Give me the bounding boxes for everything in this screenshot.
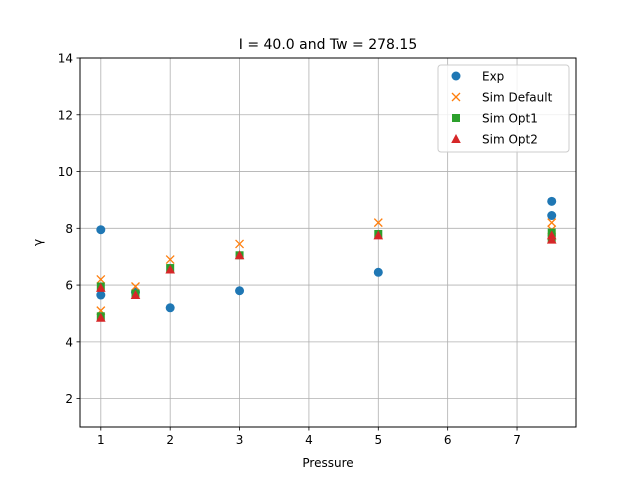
legend-marker [451, 134, 461, 143]
data-point-stroke [96, 274, 106, 284]
data-point [131, 282, 140, 291]
y-tick-label: 10 [58, 165, 73, 179]
x-tick-label: 4 [305, 433, 313, 447]
chart-title: I = 40.0 and Tw = 278.15 [239, 37, 417, 53]
data-point [235, 286, 245, 296]
x-tick-label: 5 [374, 433, 382, 447]
data-point [96, 312, 106, 322]
x-tick-label: 3 [236, 433, 244, 447]
data-point [234, 250, 245, 260]
y-tick-label: 6 [65, 279, 73, 293]
y-tick-label: 2 [65, 392, 73, 406]
data-point-stroke [131, 282, 140, 291]
plot-frame [79, 57, 577, 428]
legend-label: Sim Opt2 [482, 133, 538, 147]
data-point [547, 196, 557, 206]
x-tick-label: 2 [166, 433, 174, 447]
y-tick-label: 12 [58, 108, 73, 122]
data-point [373, 267, 383, 277]
data-point [96, 274, 106, 284]
data-point [373, 230, 384, 240]
data-point-stroke [165, 255, 175, 264]
legend-marker [452, 114, 460, 122]
data-point [96, 290, 106, 300]
data-point [165, 264, 175, 274]
legend-marker [451, 92, 461, 102]
series-sim-opt2 [96, 230, 557, 322]
data-point [547, 211, 557, 221]
data-point-stroke [235, 239, 245, 249]
y-axis-label: γ [31, 239, 45, 246]
legend-marker-stroke [451, 92, 461, 102]
legend: Exp Sim Default Sim Opt1 Sim Opt2 [437, 64, 570, 153]
data-point [235, 239, 245, 249]
legend-label: Exp [482, 70, 504, 84]
y-tick-label: 4 [65, 335, 73, 349]
data-point [130, 290, 141, 300]
x-tick-label: 1 [97, 433, 105, 447]
legend-label: Sim Default [482, 91, 553, 105]
legend-box [437, 64, 570, 153]
x-tick-label: 6 [444, 433, 452, 447]
data-point [547, 218, 557, 228]
y-tick-label: 14 [58, 52, 73, 66]
data-point [165, 303, 175, 313]
data-point-stroke [373, 218, 383, 228]
data-points [96, 196, 557, 322]
data-point [373, 218, 383, 228]
data-point-stroke [547, 218, 557, 228]
x-axis-label: Pressure [302, 456, 353, 470]
y-tick-label: 8 [65, 222, 73, 236]
data-point [96, 225, 106, 235]
x-tick-label: 7 [513, 433, 521, 447]
legend-label: Sim Opt1 [482, 112, 538, 126]
data-point [546, 234, 557, 244]
data-point [165, 255, 175, 264]
data-point [96, 282, 106, 292]
legend-marker [451, 71, 461, 81]
